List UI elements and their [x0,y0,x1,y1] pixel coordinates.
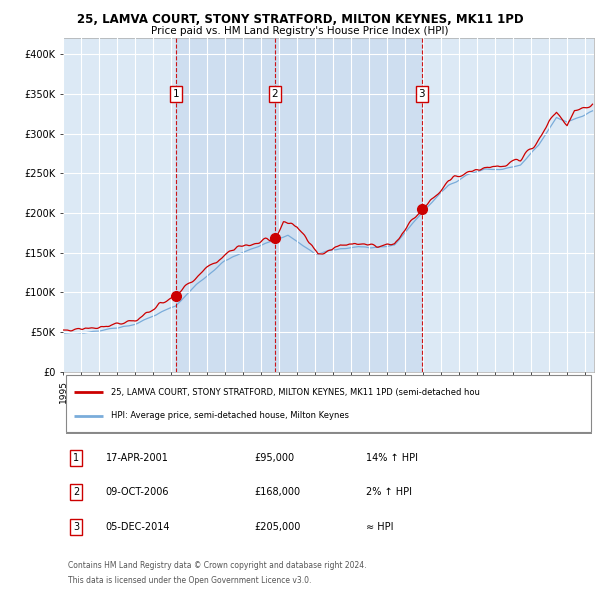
Text: This data is licensed under the Open Government Licence v3.0.: This data is licensed under the Open Gov… [68,576,311,585]
Text: 05-DEC-2014: 05-DEC-2014 [106,522,170,532]
Bar [176,38,275,372]
Text: 14% ↑ HPI: 14% ↑ HPI [365,453,418,463]
Text: ≈ HPI: ≈ HPI [365,522,393,532]
Text: HPI: Average price, semi-detached house, Milton Keynes: HPI: Average price, semi-detached house,… [111,411,349,421]
FancyBboxPatch shape [65,375,592,432]
Text: 1: 1 [73,453,79,463]
Text: £205,000: £205,000 [254,522,301,532]
Text: Contains HM Land Registry data © Crown copyright and database right 2024.: Contains HM Land Registry data © Crown c… [68,561,367,570]
Text: 25, LAMVA COURT, STONY STRATFORD, MILTON KEYNES, MK11 1PD (semi-detached hou: 25, LAMVA COURT, STONY STRATFORD, MILTON… [111,388,479,397]
Text: Price paid vs. HM Land Registry's House Price Index (HPI): Price paid vs. HM Land Registry's House … [151,26,449,36]
Text: 17-APR-2001: 17-APR-2001 [106,453,169,463]
Text: £168,000: £168,000 [254,487,300,497]
Text: 3: 3 [418,89,425,99]
Text: 2: 2 [73,487,79,497]
Text: 1: 1 [173,89,179,99]
Text: 2: 2 [272,89,278,99]
Text: 2% ↑ HPI: 2% ↑ HPI [365,487,412,497]
Text: £95,000: £95,000 [254,453,294,463]
Bar [275,38,422,372]
Text: 3: 3 [73,522,79,532]
Text: 25, LAMVA COURT, STONY STRATFORD, MILTON KEYNES, MK11 1PD: 25, LAMVA COURT, STONY STRATFORD, MILTON… [77,13,523,26]
Text: 09-OCT-2006: 09-OCT-2006 [106,487,169,497]
